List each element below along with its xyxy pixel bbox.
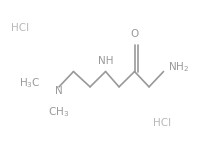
Text: H$_3$C: H$_3$C [19, 76, 40, 90]
Text: HCl: HCl [152, 118, 171, 128]
Text: HCl: HCl [11, 24, 29, 33]
Text: NH$_2$: NH$_2$ [167, 60, 188, 74]
Text: O: O [130, 29, 138, 39]
Text: NH: NH [97, 56, 113, 66]
Text: N: N [55, 86, 63, 95]
Text: CH$_3$: CH$_3$ [48, 105, 69, 119]
